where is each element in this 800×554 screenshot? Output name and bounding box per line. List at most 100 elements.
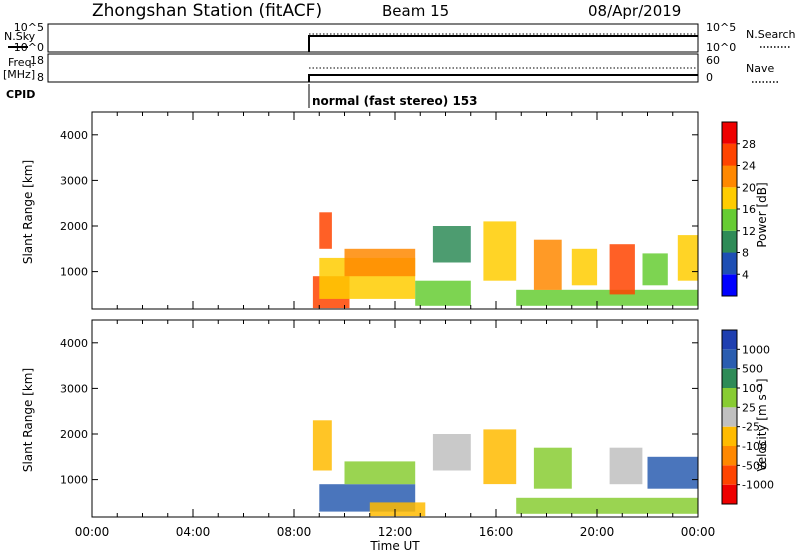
velocity-heatmap — [312, 420, 698, 517]
power-region-4 — [319, 212, 332, 249]
power-region-11 — [642, 253, 668, 286]
power-colorbar-tick-label-5: 24 — [742, 160, 756, 173]
sky-left-tick-bottom: 10^0 — [14, 41, 44, 54]
x-tick-label-6: 00:00 — [681, 525, 716, 539]
freq-left-label-line2: [MHz] — [3, 68, 35, 81]
power-region-3 — [415, 280, 471, 306]
velocity-colorbar-segment-5 — [722, 388, 737, 408]
velocity-colorbar: -1000 -500 -100 -25 25 100 500 1000 — [721, 329, 774, 505]
power-colorbar-tick-label-1: 8 — [742, 247, 749, 260]
power-colorbar-segment-4 — [722, 187, 737, 210]
power-colorbar-segment-5 — [722, 165, 737, 188]
velocity-xticks — [91, 320, 699, 517]
power-colorbar-segment-2 — [722, 230, 737, 253]
power-colorbar-segment-0 — [722, 274, 737, 297]
velocity-colorbar-segment-4 — [722, 407, 737, 427]
velocity-colorbar-label: Velocity [m s⁻¹] — [755, 378, 769, 471]
velocity-ylabel: Slant Range [km] — [21, 368, 35, 472]
power-ytick-label-1: 2000 — [60, 220, 88, 233]
power-xticks — [91, 112, 699, 309]
power-colorbar-label: Power [dB] — [755, 182, 769, 247]
velocity-colorbar-tick-label-7: 1000 — [742, 343, 770, 356]
velocity-yticks: 1000 2000 3000 4000 — [60, 337, 698, 487]
velocity-region-8 — [609, 447, 643, 485]
sky-left-label: N.Sky — [4, 30, 36, 43]
velocity-colorbar-tick-label-4: 25 — [742, 401, 756, 414]
x-axis-label: Time UT — [369, 539, 420, 553]
power-ytick-label-2: 3000 — [60, 174, 88, 187]
power-heatmap — [312, 212, 698, 309]
power-region-10 — [609, 244, 635, 295]
velocity-colorbar-segment-2 — [722, 446, 737, 466]
power-colorbar-segment-7 — [722, 122, 737, 144]
velocity-colorbar-segment-6 — [722, 368, 737, 388]
cpid-text: normal (fast stereo) 153 — [312, 94, 478, 108]
freq-right-tick-bottom: 0 — [706, 71, 713, 84]
power-colorbar-tick-label-3: 16 — [742, 203, 756, 216]
power-colorbar-tick-label-4: 20 — [742, 181, 756, 194]
power-colorbar-tick-label-0: 4 — [742, 268, 749, 281]
nave-right-label: Nave — [746, 62, 774, 75]
velocity-region-7 — [533, 447, 572, 489]
power-colorbar-tick-label-6: 28 — [742, 138, 756, 151]
cpid-label: CPID — [6, 88, 35, 101]
velocity-colorbar-tick-label-2: -100 — [742, 440, 767, 453]
velocity-ytick-label-1: 2000 — [60, 428, 88, 441]
velocity-colorbar-tick-label-1: -500 — [742, 459, 767, 472]
freq-right-tick-top: 60 — [706, 54, 720, 67]
velocity-colorbar-segment-1 — [722, 465, 737, 485]
sky-panel-frame — [47, 23, 699, 53]
velocity-region-3 — [369, 502, 426, 517]
velocity-colorbar-segment-8 — [722, 330, 737, 350]
power-colorbar: 4 8 12 16 20 24 28 — [721, 121, 756, 297]
power-colorbar-tick-label-2: 12 — [742, 225, 756, 238]
sky-right-tick-bottom: 10^0 — [706, 41, 736, 54]
velocity-ytick-label-2: 3000 — [60, 382, 88, 395]
date-label: 08/Apr/2019 — [588, 2, 681, 20]
power-yticks: 1000 2000 3000 4000 — [60, 129, 698, 279]
x-tick-label-1: 04:00 — [176, 525, 211, 539]
power-region-2 — [344, 248, 416, 277]
power-region-5 — [432, 226, 471, 263]
x-tick-labels: 00:00 04:00 08:00 12:00 16:00 20:00 00:00 — [75, 525, 716, 539]
velocity-region-2 — [344, 461, 416, 485]
beam-label: Beam 15 — [382, 2, 449, 20]
velocity-colorbar-frame — [721, 329, 738, 505]
velocity-ytick-label-0: 1000 — [60, 474, 88, 487]
station-title: Zhongshan Station (fitACF) — [92, 1, 322, 21]
freq-left-tick-bottom: 8 — [37, 71, 44, 84]
velocity-region-5 — [483, 429, 517, 485]
power-colorbar-segment-6 — [722, 143, 737, 166]
velocity-colorbar-tick-label-6: 500 — [742, 363, 763, 376]
power-colorbar-segment-3 — [722, 209, 737, 231]
velocity-colorbar-segment-7 — [722, 349, 737, 369]
velocity-colorbar-segment-0 — [722, 484, 737, 504]
power-colorbar-segment-1 — [722, 252, 737, 275]
power-ytick-label-0: 1000 — [60, 266, 88, 279]
power-region-7 — [516, 289, 698, 306]
freq-line — [308, 74, 698, 82]
x-tick-label-5: 20:00 — [580, 525, 615, 539]
velocity-region-6 — [516, 497, 698, 514]
velocity-region-0 — [312, 420, 332, 471]
velocity-colorbar-segment-3 — [722, 426, 737, 446]
sky-left-tick-top: 10^5 — [14, 21, 44, 34]
sky-count-line — [308, 35, 698, 52]
velocity-colorbar-tick-label-0: -1000 — [742, 479, 774, 492]
power-region-6 — [483, 221, 517, 281]
sky-right-tick-top: 10^5 — [706, 21, 736, 34]
freq-left-tick-top: 18 — [30, 54, 44, 67]
x-tick-label-4: 16:00 — [479, 525, 514, 539]
velocity-region-9 — [647, 456, 698, 489]
power-ylabel: Slant Range [km] — [21, 160, 35, 264]
x-tick-label-3: 12:00 — [378, 525, 413, 539]
velocity-region-4 — [432, 434, 471, 471]
velocity-colorbar-tick-label-3: -25 — [742, 421, 760, 434]
freq-left-label-line1: Freq. — [8, 56, 35, 69]
sky-right-label: N.Search — [746, 28, 796, 41]
power-region-9 — [571, 248, 598, 286]
power-region-8 — [533, 239, 562, 290]
power-region-12 — [677, 235, 698, 281]
velocity-colorbar-tick-label-5: 100 — [742, 382, 763, 395]
